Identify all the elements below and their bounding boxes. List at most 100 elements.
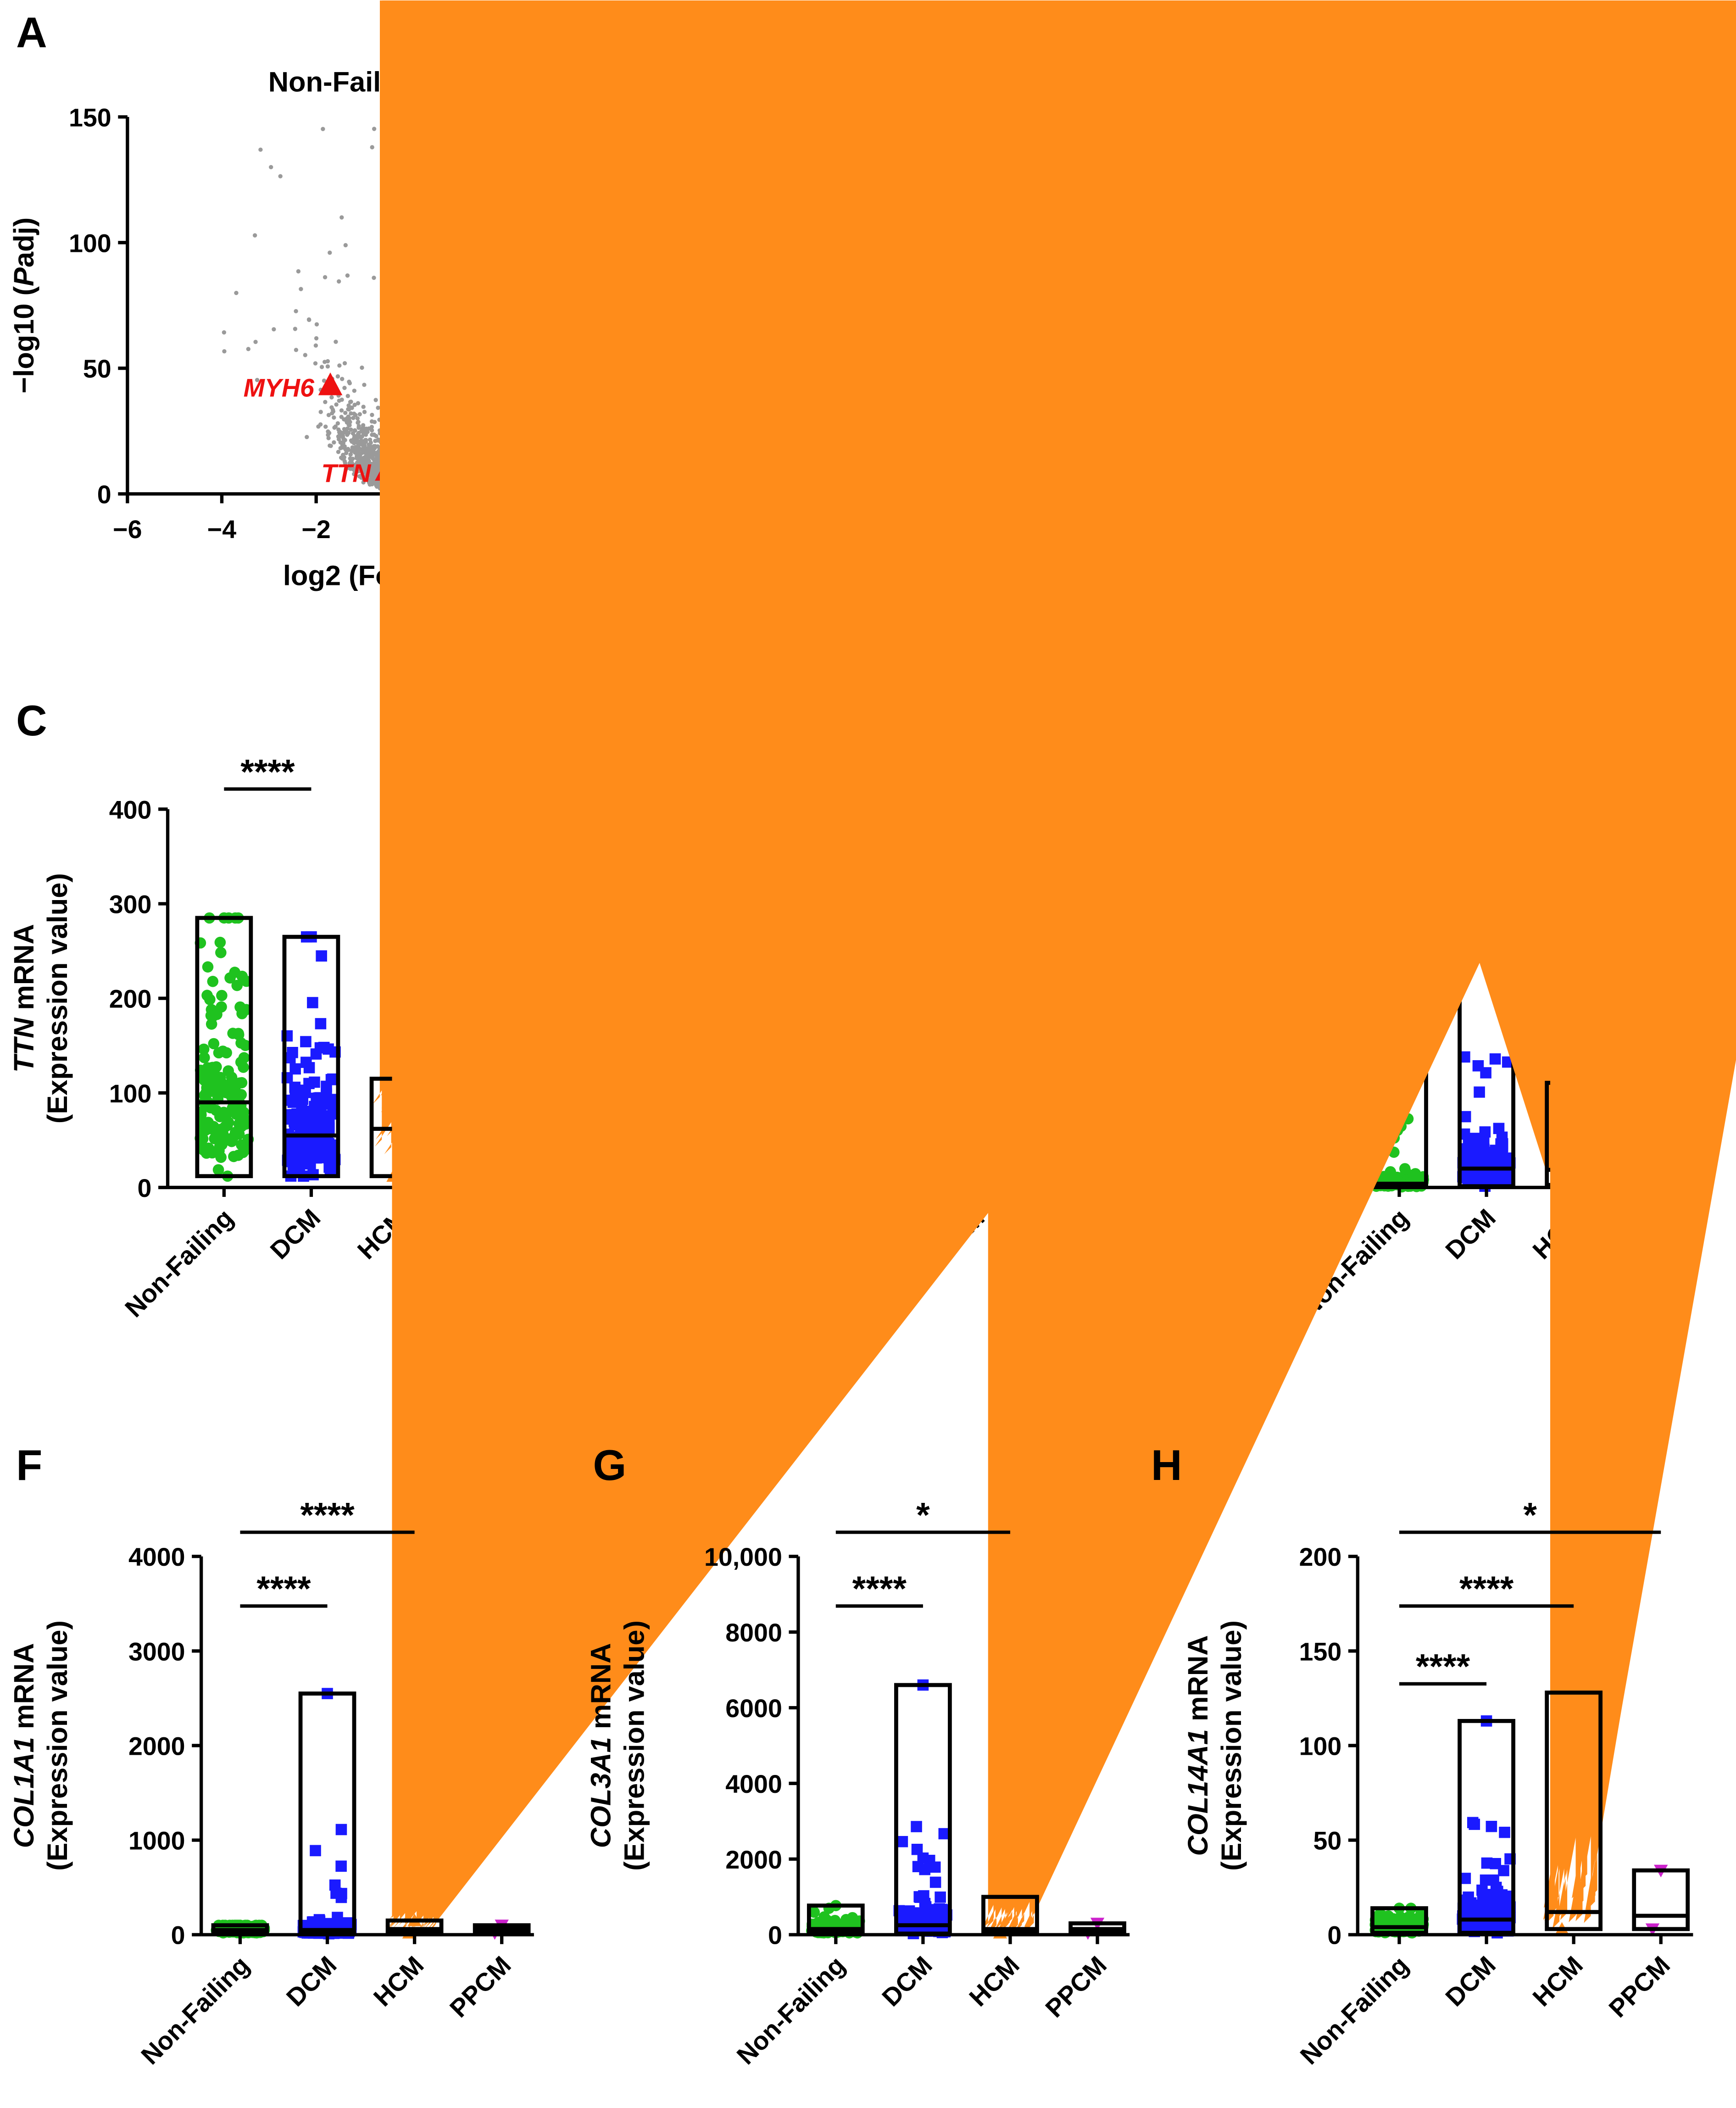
panel-letter: A xyxy=(16,8,47,56)
gene-point xyxy=(293,327,298,331)
gene-point xyxy=(372,420,377,424)
gene-point xyxy=(367,442,371,447)
gene-point xyxy=(360,434,364,439)
gene-point xyxy=(356,420,360,425)
gene-point xyxy=(373,444,377,449)
gene-point xyxy=(345,394,350,398)
gene-point xyxy=(252,233,257,238)
gene-point xyxy=(340,377,345,381)
gene-point xyxy=(339,408,344,413)
gene-point xyxy=(352,389,356,393)
gene-point xyxy=(253,339,258,344)
highlight-gene-label: TTN xyxy=(321,459,372,488)
y-tick-label: 100 xyxy=(69,229,111,257)
gene-point xyxy=(361,461,365,466)
gene-point xyxy=(234,290,239,295)
gene-point xyxy=(346,403,351,408)
gene-point xyxy=(356,425,361,430)
gene-point xyxy=(325,364,330,369)
gene-point xyxy=(342,361,347,366)
gene-point xyxy=(342,429,347,434)
gene-point xyxy=(350,445,355,450)
gene-point xyxy=(366,469,370,474)
gene-point xyxy=(375,462,379,467)
gene-point xyxy=(323,275,328,280)
gene-point xyxy=(346,407,351,412)
gene-point xyxy=(356,401,361,406)
gene-point xyxy=(350,406,354,410)
gene-point xyxy=(365,476,370,481)
y-axis-label-part: adj) xyxy=(8,217,40,267)
gene-point xyxy=(307,317,312,323)
gene-point xyxy=(362,455,367,460)
gene-point xyxy=(313,361,318,366)
gene-point xyxy=(352,472,356,477)
gene-point xyxy=(353,412,358,417)
highlight-gene-label: MYH6 xyxy=(244,373,315,402)
gene-point xyxy=(342,385,347,390)
gene-point xyxy=(374,434,378,439)
gene-point xyxy=(355,440,359,445)
gene-point xyxy=(269,165,273,169)
gene-point xyxy=(357,412,362,417)
gene-point xyxy=(356,450,362,455)
gene-point xyxy=(362,477,366,482)
gene-point xyxy=(354,454,359,459)
gene-point xyxy=(326,436,331,440)
gene-point xyxy=(294,348,299,352)
gene-point xyxy=(362,443,367,448)
gene-point xyxy=(342,459,347,464)
gene-point xyxy=(343,411,348,415)
gene-point xyxy=(303,353,307,357)
gene-point xyxy=(349,411,353,416)
gene-point xyxy=(342,417,346,422)
gene-point xyxy=(372,127,377,131)
gene-point xyxy=(316,424,321,429)
gene-point xyxy=(332,415,336,420)
gene-point xyxy=(365,449,370,454)
gene-point xyxy=(368,473,373,477)
gene-point xyxy=(350,462,355,466)
gene-point xyxy=(367,437,373,442)
gene-point xyxy=(336,437,341,442)
gene-point xyxy=(372,275,376,280)
gene-point xyxy=(352,434,357,438)
gene-point xyxy=(332,425,337,430)
gene-point xyxy=(347,379,351,384)
gene-point xyxy=(376,437,381,442)
gene-point xyxy=(335,374,340,379)
gene-point xyxy=(331,409,336,414)
gene-point xyxy=(376,406,380,410)
gene-point xyxy=(356,430,361,435)
gene-point xyxy=(258,147,263,152)
gene-point xyxy=(366,465,371,470)
gene-point xyxy=(370,412,374,417)
gene-point xyxy=(340,445,345,450)
gene-point xyxy=(362,410,367,414)
gene-point xyxy=(336,279,341,284)
gene-point xyxy=(329,395,334,400)
gene-point xyxy=(222,330,227,335)
x-tick-label: −2 xyxy=(301,515,330,544)
gene-point xyxy=(323,400,328,404)
gene-point xyxy=(314,322,319,327)
gene-point xyxy=(352,402,357,407)
gene-point xyxy=(328,444,333,448)
y-axis-label-part: P xyxy=(8,267,40,286)
gene-point xyxy=(373,467,378,473)
gene-point xyxy=(344,467,348,472)
gene-point xyxy=(349,400,353,404)
gene-point xyxy=(318,410,323,414)
gene-point xyxy=(294,309,298,314)
gene-point xyxy=(334,339,338,344)
gene-point xyxy=(373,398,378,402)
gene-point xyxy=(322,360,327,364)
y-tick-label: 50 xyxy=(83,355,111,383)
gene-point xyxy=(337,363,342,368)
gene-point xyxy=(323,424,328,429)
y-tick-label: 150 xyxy=(69,103,111,132)
gene-point xyxy=(339,215,344,220)
y-axis-label: −log10 (Padj) xyxy=(8,217,40,394)
gene-point xyxy=(345,273,350,278)
